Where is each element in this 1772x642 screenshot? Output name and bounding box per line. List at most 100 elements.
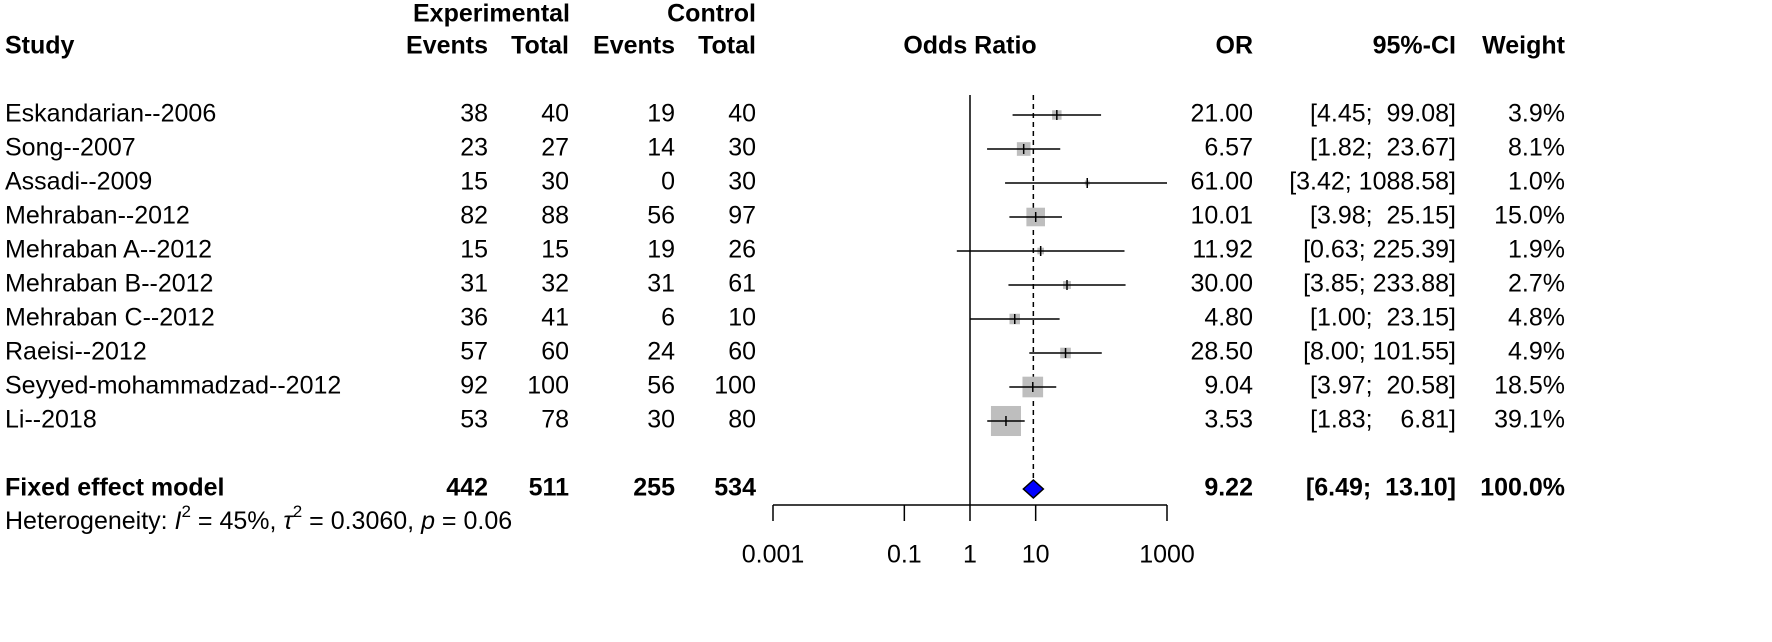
cell: 30 xyxy=(647,406,675,434)
pooled-cell: 9.22 xyxy=(1204,474,1253,502)
or-label: 6.57 xyxy=(1204,134,1253,162)
weight-label: 18.5% xyxy=(1494,372,1565,400)
or-label: 21.00 xyxy=(1190,100,1253,128)
header: Experimental xyxy=(413,0,570,28)
weight-label: 1.9% xyxy=(1508,236,1565,264)
het-part: = 0.3060, xyxy=(302,507,421,535)
or-label: 4.80 xyxy=(1204,304,1253,332)
weight-label: 15.0% xyxy=(1494,202,1565,230)
header: Total xyxy=(511,32,569,60)
cell: 92 xyxy=(460,372,488,400)
cell: 30 xyxy=(728,168,756,196)
or-label: 10.01 xyxy=(1190,202,1253,230)
ci-label: [4.45; 99.08] xyxy=(1310,100,1456,128)
study-name: Mehraban A--2012 xyxy=(5,236,212,264)
het-part: τ xyxy=(283,507,294,535)
study-name: Li--2018 xyxy=(5,406,97,434)
x-tick-label: 0.1 xyxy=(887,541,922,569)
study-name: Mehraban--2012 xyxy=(5,202,190,230)
study-name: Eskandarian--2006 xyxy=(5,100,216,128)
study-name: Mehraban C--2012 xyxy=(5,304,215,332)
cell: 97 xyxy=(728,202,756,230)
or-label: 11.92 xyxy=(1192,236,1253,264)
cell: 100 xyxy=(527,372,569,400)
or-label: 3.53 xyxy=(1204,406,1253,434)
pooled-cell: 511 xyxy=(529,474,569,502)
heterogeneity: Heterogeneity: I2 = 45%, τ2 = 0.3060, p … xyxy=(5,502,512,534)
x-tick-label: 1000 xyxy=(1139,541,1195,569)
cell: 40 xyxy=(728,100,756,128)
cell: 53 xyxy=(460,406,488,434)
ci-label: [3.98; 25.15] xyxy=(1310,202,1456,230)
cell: 31 xyxy=(460,270,488,298)
ci-label: [8.00; 101.55] xyxy=(1303,338,1456,366)
weight-label: 4.8% xyxy=(1508,304,1565,332)
het-part: Heterogeneity: xyxy=(5,507,175,535)
pooled-cell: 442 xyxy=(446,474,488,502)
cell: 27 xyxy=(541,134,569,162)
header: OR xyxy=(1216,32,1254,60)
or-label: 9.04 xyxy=(1204,372,1253,400)
cell: 32 xyxy=(541,270,569,298)
cell: 6 xyxy=(661,304,675,332)
ci-label: [1.82; 23.67] xyxy=(1310,134,1456,162)
het-part: p xyxy=(420,507,435,535)
cell: 15 xyxy=(460,236,488,264)
cell: 0 xyxy=(661,168,675,196)
cell: 78 xyxy=(541,406,569,434)
or-label: 61.00 xyxy=(1190,168,1253,196)
cell: 40 xyxy=(541,100,569,128)
cell: 60 xyxy=(541,338,569,366)
study-name: Mehraban B--2012 xyxy=(5,270,213,298)
weight-label: 39.1% xyxy=(1494,406,1565,434)
or-label: 30.00 xyxy=(1190,270,1253,298)
cell: 10 xyxy=(728,304,756,332)
header: Events xyxy=(406,32,488,60)
header: Study xyxy=(5,32,75,60)
pooled-name: Fixed effect model xyxy=(5,474,225,502)
x-tick-label: 1 xyxy=(963,541,977,569)
cell: 30 xyxy=(728,134,756,162)
ci-label: [3.85; 233.88] xyxy=(1303,270,1456,298)
cell: 26 xyxy=(728,236,756,264)
cell: 36 xyxy=(460,304,488,332)
ci-label: [3.42; 1088.58] xyxy=(1289,168,1456,196)
het-part: = 0.06 xyxy=(435,507,512,535)
study-name: Assadi--2009 xyxy=(5,168,152,196)
header: 95%-CI xyxy=(1373,32,1456,60)
ci-label: [0.63; 225.39] xyxy=(1303,236,1456,264)
cell: 100 xyxy=(714,372,756,400)
header: Total xyxy=(698,32,756,60)
ci-label: [1.00; 23.15] xyxy=(1310,304,1456,332)
het-part: = 45%, xyxy=(191,507,283,535)
chart-title: Odds Ratio xyxy=(903,32,1036,60)
cell: 60 xyxy=(728,338,756,366)
cell: 15 xyxy=(460,168,488,196)
cell: 82 xyxy=(460,202,488,230)
het-part: 2 xyxy=(293,502,302,521)
cell: 23 xyxy=(460,134,488,162)
cell: 31 xyxy=(647,270,675,298)
pooled-diamond xyxy=(1022,478,1045,500)
cell: 19 xyxy=(647,100,675,128)
cell: 56 xyxy=(647,372,675,400)
study-name: Raeisi--2012 xyxy=(5,338,147,366)
header: Weight xyxy=(1482,32,1566,60)
cell: 19 xyxy=(647,236,675,264)
cell: 57 xyxy=(460,338,488,366)
het-part: 2 xyxy=(182,502,191,521)
weight-label: 8.1% xyxy=(1508,134,1565,162)
or-label: 28.50 xyxy=(1190,338,1253,366)
cell: 61 xyxy=(728,270,756,298)
cell: 80 xyxy=(728,406,756,434)
ci-label: [3.97; 20.58] xyxy=(1310,372,1456,400)
x-tick-label: 10 xyxy=(1022,541,1050,569)
cell: 41 xyxy=(541,304,569,332)
cell: 14 xyxy=(647,134,675,162)
het-part: I xyxy=(175,507,182,535)
header: Events xyxy=(593,32,675,60)
cell: 38 xyxy=(460,100,488,128)
weight-label: 3.9% xyxy=(1508,100,1565,128)
pooled-ci: [6.49; 13.10] xyxy=(1306,474,1456,502)
study-name: Song--2007 xyxy=(5,134,136,162)
